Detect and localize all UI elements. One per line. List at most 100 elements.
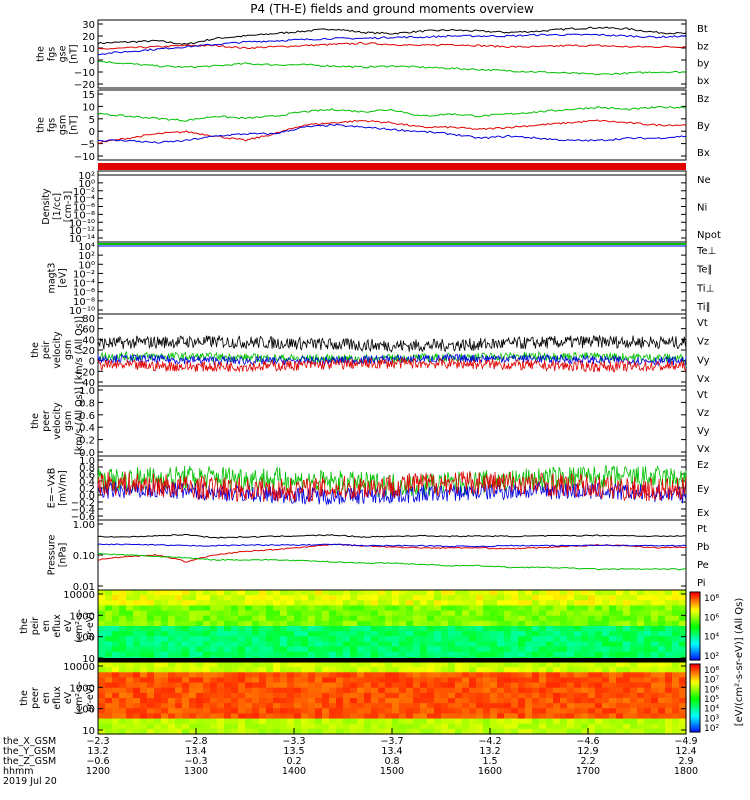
heatmap-cell <box>336 631 344 637</box>
heatmap-cell <box>378 626 386 632</box>
heatmap-cell <box>196 687 204 694</box>
heatmap-cell <box>448 595 456 601</box>
heatmap-cell <box>147 687 155 694</box>
heatmap-cell <box>658 667 666 673</box>
heatmap-cell <box>154 692 162 699</box>
heatmap-cell <box>217 718 225 725</box>
heatmap-cell <box>448 703 456 709</box>
heatmap-cell <box>546 620 554 627</box>
heatmap-cell <box>469 692 477 699</box>
heatmap-cell <box>280 687 288 694</box>
heatmap-cell <box>273 718 281 725</box>
y-tick-label: 10² <box>78 171 95 182</box>
heatmap-cell <box>448 610 456 617</box>
heatmap-cell <box>483 595 491 601</box>
heatmap-cell <box>560 651 568 658</box>
heatmap-cell <box>280 626 288 632</box>
colorbar-cell <box>690 668 700 672</box>
heatmap-cell <box>469 600 477 607</box>
y-axis-label-line: eV <box>63 691 74 704</box>
heatmap-cell <box>560 728 568 735</box>
heatmap-cell <box>567 677 575 684</box>
heatmap-cell <box>644 682 652 689</box>
heatmap-cell <box>546 605 554 612</box>
heatmap-cell <box>287 708 295 715</box>
heatmap-cell <box>343 590 351 596</box>
heatmap-cell <box>224 672 232 679</box>
heatmap-cell <box>98 620 106 627</box>
heatmap-cell <box>441 728 449 735</box>
heatmap-cell <box>182 610 190 617</box>
heatmap-cell <box>616 662 624 668</box>
heatmap-cell <box>469 718 477 725</box>
heatmap-cell <box>392 646 400 653</box>
heatmap-cell <box>392 595 400 601</box>
heatmap-cell <box>280 718 288 725</box>
heatmap-cell <box>413 636 421 643</box>
heatmap-cell <box>455 641 463 648</box>
heatmap-cell <box>329 723 337 730</box>
heatmap-cell <box>462 646 470 653</box>
heatmap-cell <box>525 677 533 684</box>
heatmap-cell <box>497 590 505 596</box>
heatmap-cell <box>336 600 344 607</box>
heatmap-cell <box>203 723 211 730</box>
heatmap-cell <box>413 692 421 699</box>
heatmap-cell <box>210 723 218 730</box>
colorbar-tick: 10² <box>704 724 719 734</box>
heatmap-cell <box>126 713 134 720</box>
heatmap-cell <box>406 677 414 684</box>
heatmap-cell <box>637 708 645 715</box>
heatmap-cell <box>539 703 547 709</box>
heatmap-cell <box>175 636 183 643</box>
heatmap-cell <box>280 723 288 730</box>
heatmap-cell <box>672 590 680 596</box>
heatmap-cell <box>238 687 246 694</box>
heatmap-cell <box>539 646 547 653</box>
heatmap-cell <box>525 698 533 704</box>
heatmap-cell <box>399 620 407 627</box>
panel-frame <box>97 19 687 89</box>
heatmap-cell <box>609 698 617 704</box>
heatmap-cell <box>679 590 687 596</box>
heatmap-cell <box>210 590 218 596</box>
heatmap-cell <box>357 672 365 679</box>
heatmap-cell <box>609 662 617 668</box>
heatmap-cell <box>567 595 575 601</box>
heatmap-cell <box>168 718 176 725</box>
heatmap-cell <box>322 590 330 596</box>
heatmap-cell <box>637 692 645 699</box>
heatmap-cell <box>210 698 218 704</box>
heatmap-cell <box>105 662 113 668</box>
heatmap-cell <box>490 605 498 612</box>
heatmap-cell <box>378 615 386 622</box>
heatmap-cell <box>140 641 148 648</box>
heatmap-cell <box>287 651 295 658</box>
x-tick-label: −3.7 <box>380 736 403 747</box>
legend-Ne: Ne <box>697 175 711 186</box>
heatmap-cell <box>301 590 309 596</box>
heatmap-cell <box>595 615 603 622</box>
heatmap-cell <box>231 595 239 601</box>
heatmap-cell <box>378 682 386 689</box>
y-axis-label-line: eflux <box>52 686 63 710</box>
heatmap-cell <box>322 605 330 612</box>
heatmap-cell <box>182 672 190 679</box>
heatmap-cell <box>441 605 449 612</box>
heatmap-cell <box>350 728 358 735</box>
heatmap-cell <box>217 723 225 730</box>
colorbar-cell <box>690 632 700 636</box>
heatmap-cell <box>378 703 386 709</box>
heatmap-cell <box>287 610 295 617</box>
heatmap-cell <box>350 626 358 632</box>
heatmap-cell <box>581 595 589 601</box>
heatmap-cell <box>280 636 288 643</box>
heatmap-cell <box>364 600 372 607</box>
heatmap-cell <box>266 728 274 735</box>
heatmap-cell <box>378 610 386 617</box>
heatmap-cell <box>273 677 281 684</box>
heatmap-cell <box>371 672 379 679</box>
y-axis-label-line: [nPa] <box>58 543 69 568</box>
heatmap-cell <box>546 728 554 735</box>
y-axis-label-line: velocity <box>52 402 63 440</box>
